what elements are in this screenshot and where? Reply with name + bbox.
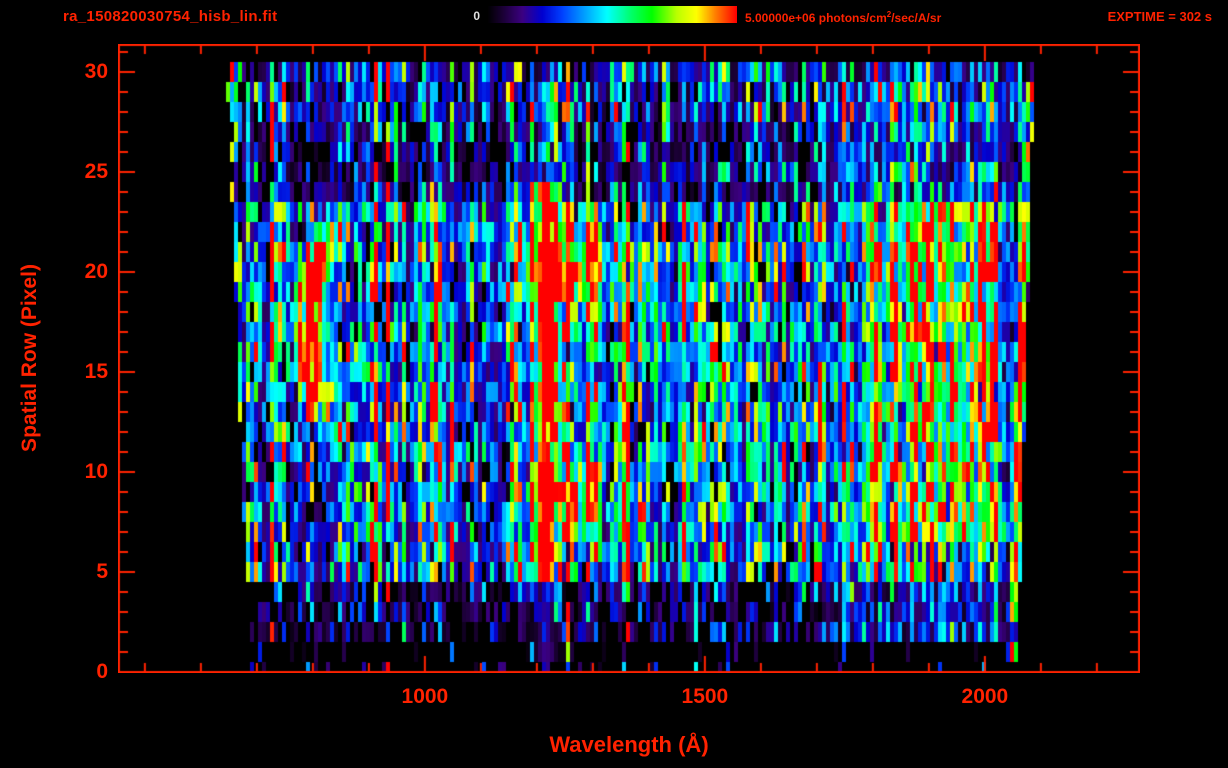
y-tick-label: 20 bbox=[84, 260, 108, 283]
y-tick-label: 30 bbox=[84, 60, 108, 83]
y-tick-label: 10 bbox=[84, 460, 108, 483]
colorbar-units-suffix: /sec/A/sr bbox=[891, 11, 942, 25]
colorbar-units-superscript: 2 bbox=[886, 10, 892, 19]
y-tick-label: 0 bbox=[96, 660, 108, 683]
x-axis-title: Wavelength (Å) bbox=[549, 732, 709, 757]
colorbar-min-label: 0 bbox=[473, 9, 480, 23]
colorbar-units-prefix: 5.00000e+06 photons/cm bbox=[745, 11, 887, 25]
x-tick-label: 1000 bbox=[401, 685, 449, 708]
y-axis-title: Spatial Row (Pixel) bbox=[18, 264, 41, 452]
x-tick-label: 1500 bbox=[681, 685, 729, 708]
colorbar-max-label: 5.00000e+06 photons/cm2/sec/A/sr bbox=[745, 10, 941, 25]
y-tick-label: 15 bbox=[84, 360, 108, 383]
x-tick-label: 2000 bbox=[961, 685, 1009, 708]
y-tick-label: 5 bbox=[96, 560, 108, 583]
plot-area bbox=[118, 44, 1140, 673]
spectral-heatmap-canvas bbox=[118, 44, 1140, 673]
y-tick-label: 25 bbox=[84, 160, 108, 183]
exptime-label: EXPTIME = 302 s bbox=[1107, 9, 1212, 24]
filename-label: ra_150820030754_hisb_lin.fit bbox=[63, 8, 278, 25]
colorbar-gradient bbox=[487, 6, 737, 23]
